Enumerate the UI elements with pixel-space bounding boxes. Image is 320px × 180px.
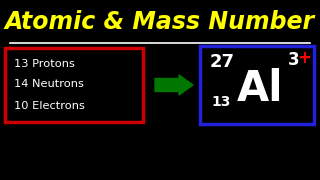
- Bar: [200, 46, 314, 124]
- FancyArrow shape: [155, 75, 193, 95]
- Text: Atomic & Mass Number: Atomic & Mass Number: [5, 10, 315, 34]
- Text: +: +: [297, 49, 311, 67]
- Bar: [5, 48, 143, 122]
- Text: 3: 3: [288, 51, 300, 69]
- Text: 14 Neutrons: 14 Neutrons: [14, 79, 84, 89]
- Text: 13 Protons: 13 Protons: [14, 59, 75, 69]
- Text: 27: 27: [210, 53, 235, 71]
- Text: 13: 13: [211, 95, 230, 109]
- Text: 10 Electrons: 10 Electrons: [14, 101, 85, 111]
- Text: Al: Al: [237, 68, 284, 110]
